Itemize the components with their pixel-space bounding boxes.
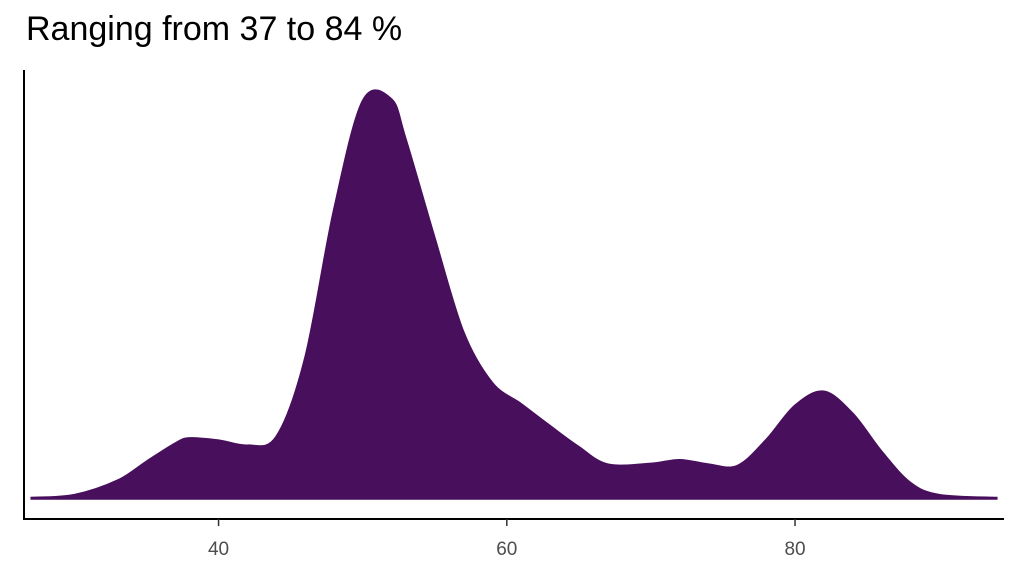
x-tick-label: 60	[496, 539, 517, 560]
density-area	[30, 89, 998, 500]
chart-title: Ranging from 37 to 84 %	[26, 10, 403, 48]
x-axis-ticks: 40 60 80	[208, 519, 806, 560]
x-tick-label: 40	[208, 539, 229, 560]
x-tick-label: 80	[784, 539, 805, 560]
